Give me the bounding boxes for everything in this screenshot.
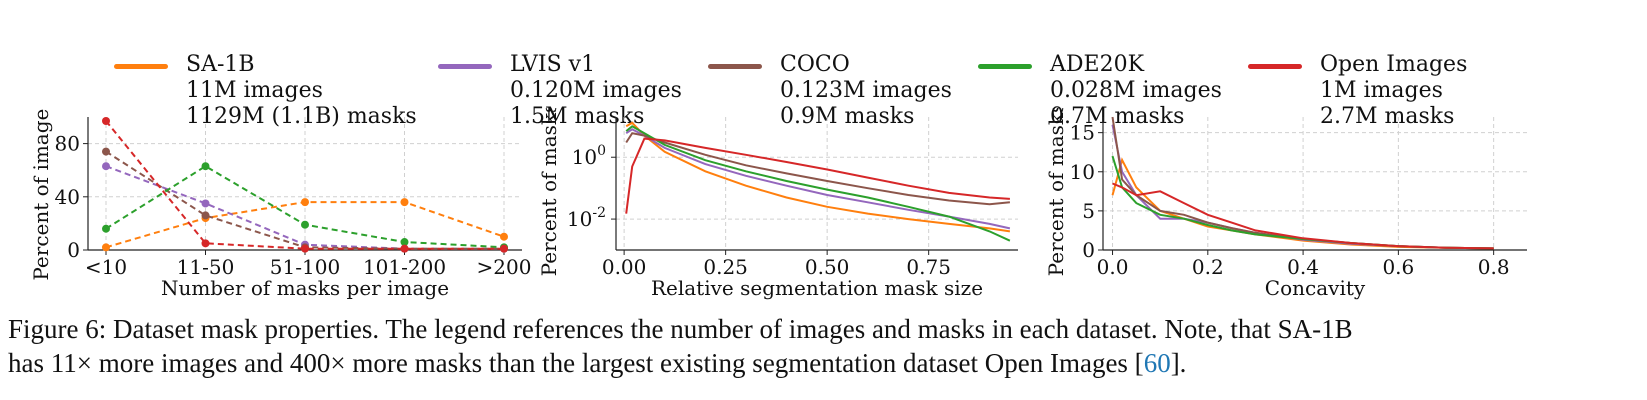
x-tick-label: 0.75 — [906, 255, 951, 279]
y-axis-label: Percent of masks — [537, 108, 561, 276]
y-tick-label: 0 — [1082, 238, 1095, 262]
data-point-coco — [201, 211, 210, 220]
series-line-sa-1b — [625, 121, 1011, 233]
data-point-sa-1b — [102, 243, 110, 252]
x-tick-label: >200 — [477, 255, 532, 279]
data-point-ade20k — [301, 220, 309, 229]
y-axis-label: Percent of masks — [1044, 108, 1068, 276]
data-point-coco — [102, 147, 110, 156]
legend-images: 1M images — [1320, 78, 1443, 103]
legend-text-sa1b: SA-1B 11M images 1129M (1.1B) masks — [186, 52, 417, 130]
y-tick-label: 10-2 — [567, 205, 606, 231]
x-tick-label: 0.25 — [703, 255, 748, 279]
legend-line-coco — [708, 64, 762, 69]
data-point-open-images — [500, 244, 508, 253]
legend-line-open-images — [1248, 64, 1302, 69]
x-tick-label: 11-50 — [177, 255, 235, 279]
data-point-ade20k — [201, 162, 210, 171]
legend: SA-1B 11M images 1129M (1.1B) masks LVIS… — [0, 0, 1647, 129]
caption-line-2-start: has 11× more images and 400× more masks … — [8, 348, 1144, 378]
legend-name: Open Images — [1320, 52, 1468, 77]
legend-text-lvis: LVIS v1 0.120M images 1.5M masks — [510, 52, 682, 130]
y-tick-label: 40 — [55, 185, 80, 209]
legend-line-sa1b — [114, 64, 168, 69]
legend-images: 11M images — [186, 78, 323, 103]
legend-name: COCO — [780, 52, 850, 77]
x-tick-label: 0.8 — [1478, 255, 1510, 279]
data-point-sa-1b — [301, 198, 309, 207]
data-point-lvis-v1 — [201, 199, 210, 208]
legend-line-lvis — [438, 64, 492, 69]
caption-line-2-end: ]. — [1170, 348, 1187, 378]
legend-text-ade20k: ADE20K 0.028M images 0.7M masks — [1050, 52, 1222, 130]
legend-masks: 0.9M masks — [780, 104, 915, 129]
series-line-open-images — [1112, 182, 1494, 250]
legend-images: 0.028M images — [1050, 78, 1222, 103]
x-tick-label: 0.50 — [805, 255, 850, 279]
x-tick-label: 51-100 — [270, 255, 340, 279]
legend-line-ade20k — [978, 64, 1032, 69]
legend-masks: 0.7M masks — [1050, 104, 1185, 129]
series-line-ade20k — [625, 125, 1011, 242]
x-tick-label: 0.6 — [1382, 255, 1414, 279]
chart-panel-1: 0 40 80 <10 11-50 51-100 101-200 >200 Number of … — [29, 108, 531, 300]
data-point-open-images — [102, 116, 110, 125]
legend-name: SA-1B — [186, 52, 255, 77]
series-line-ade20k — [105, 165, 505, 249]
y-tick-label: 80 — [55, 132, 80, 156]
data-point-ade20k — [102, 224, 110, 233]
series-line-open-images — [105, 120, 504, 250]
y-tick-label: 100 — [572, 143, 606, 169]
legend-name: ADE20K — [1050, 52, 1145, 77]
x-tick-label: <10 — [85, 255, 127, 279]
legend-text-open-images: Open Images 1M images 2.7M masks — [1320, 52, 1467, 130]
y-tick-label: 15 — [1070, 121, 1095, 145]
y-tick-label: 5 — [1082, 199, 1095, 223]
x-tick-label: 0.0 — [1097, 255, 1129, 279]
y-tick-label: 10 — [1070, 160, 1095, 184]
y-axis-label: Percent of images — [29, 108, 53, 281]
x-tick-label: 0.00 — [602, 255, 647, 279]
x-axis-label: Relative segmentation mask size — [651, 276, 983, 300]
x-tick-label: 101-200 — [363, 255, 446, 279]
x-tick-label: 0.2 — [1192, 255, 1224, 279]
legend-masks: 2.7M masks — [1320, 104, 1455, 129]
charts-figure: 0 40 80 <10 11-50 51-100 101-200 >200 Number of … — [29, 108, 1527, 300]
x-tick-label: 0.4 — [1287, 255, 1319, 279]
data-point-ade20k — [400, 238, 409, 247]
caption-line-2: has 11× more images and 400× more masks … — [8, 346, 1643, 380]
legend-images: 0.120M images — [510, 78, 682, 103]
x-axis-label: Concavity — [1265, 276, 1366, 300]
data-point-open-images — [201, 239, 210, 248]
legend-masks: 1129M (1.1B) masks — [186, 104, 417, 129]
data-point-open-images — [400, 244, 409, 253]
chart-panel-3: 0 5 10 15 0.0 0.2 0.4 0.6 0.8 Concavity Percent of… — [1044, 108, 1527, 300]
legend-images: 0.123M images — [780, 78, 952, 103]
citation-link[interactable]: 60 — [1143, 348, 1171, 378]
series-line-coco — [625, 132, 1010, 206]
series-line-open-images — [625, 137, 1010, 214]
legend-masks: 1.5M masks — [510, 104, 645, 129]
x-axis-label: Number of masks per image — [161, 276, 449, 300]
caption-line-1: Figure 6: Dataset mask properties. The l… — [8, 314, 1353, 344]
legend-name: LVIS v1 — [510, 52, 596, 77]
figure-caption: Figure 6: Dataset mask properties. The l… — [8, 312, 1643, 380]
data-point-lvis-v1 — [102, 162, 110, 171]
data-point-sa-1b — [500, 232, 508, 241]
data-point-sa-1b — [400, 198, 409, 207]
legend-text-coco: COCO 0.123M images 0.9M masks — [780, 52, 952, 130]
y-tick-label: 0 — [67, 238, 80, 262]
data-point-open-images — [301, 244, 309, 253]
